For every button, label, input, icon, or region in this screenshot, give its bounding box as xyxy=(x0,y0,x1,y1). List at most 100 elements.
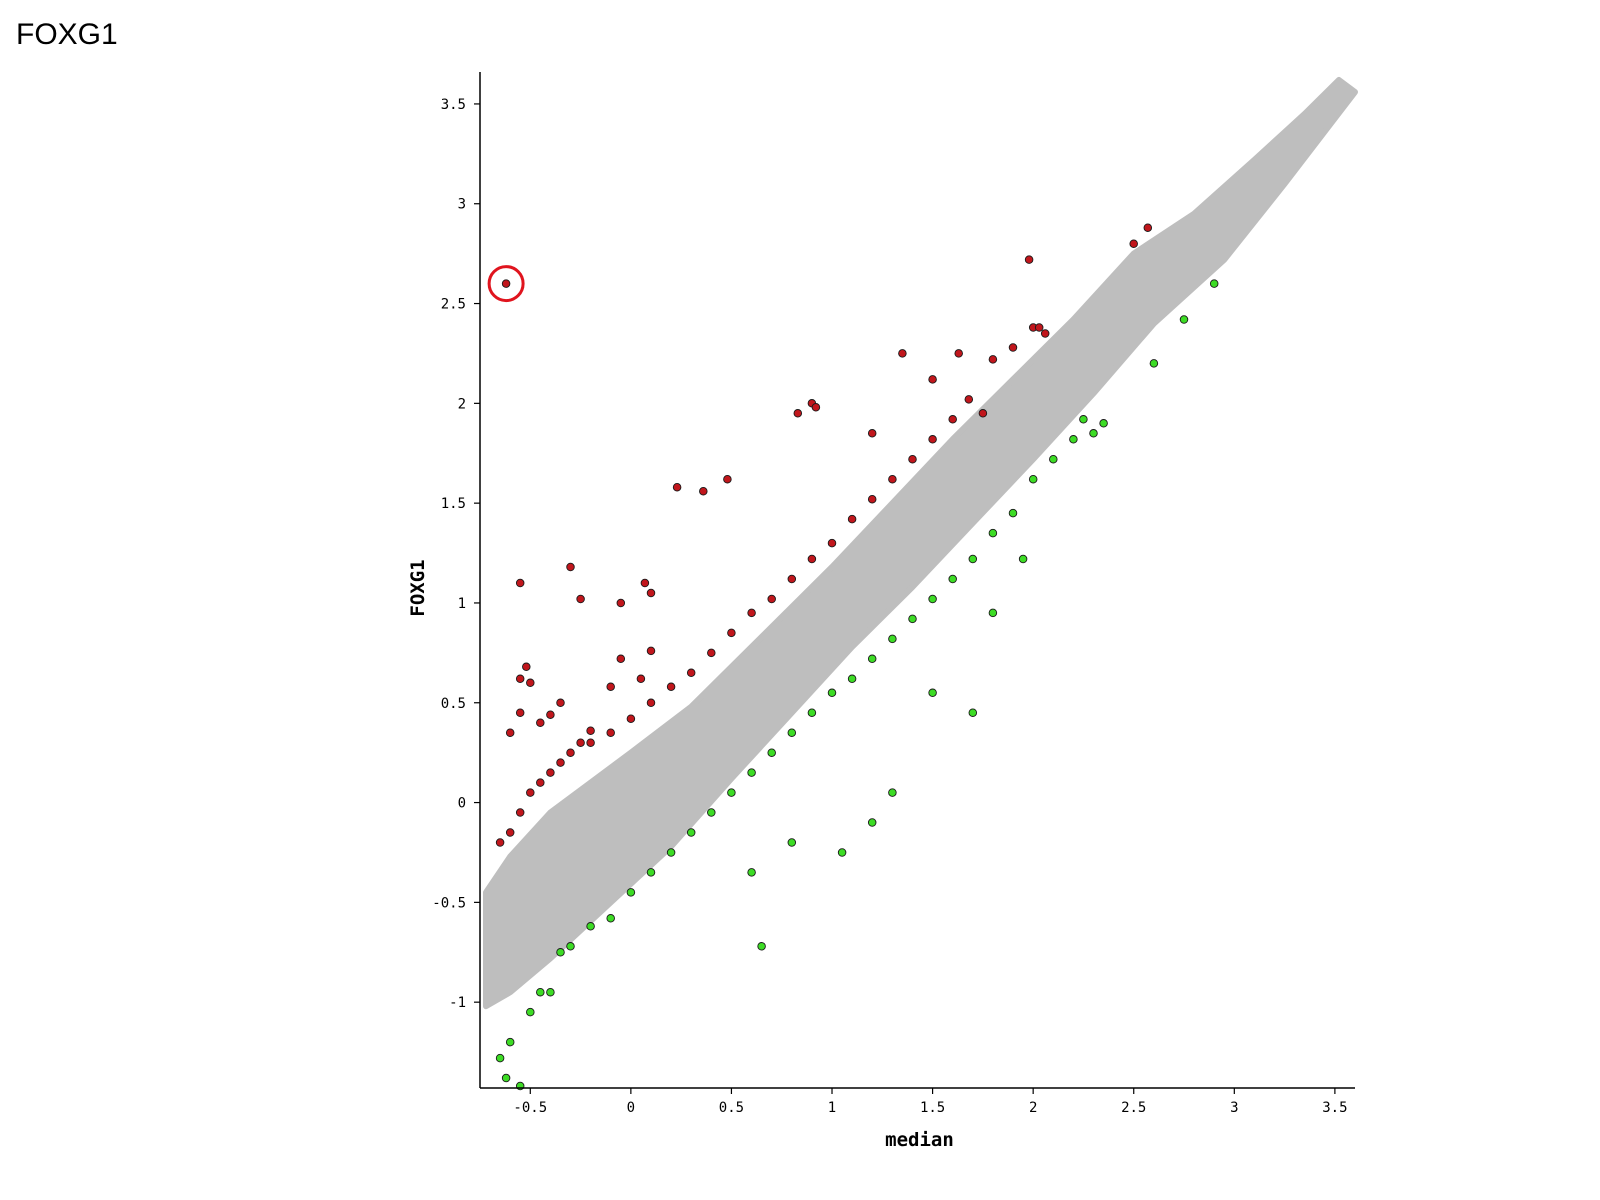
data-point xyxy=(928,688,937,698)
data-point xyxy=(536,778,545,787)
data-point xyxy=(616,654,626,664)
data-point xyxy=(807,708,817,717)
data-point xyxy=(616,598,626,608)
data-point xyxy=(556,948,565,957)
data-point xyxy=(505,728,515,737)
data-point xyxy=(767,748,776,757)
data-point xyxy=(1129,239,1138,248)
y-tick-label: 0 xyxy=(458,796,466,812)
data-point xyxy=(1008,343,1018,352)
data-point xyxy=(707,808,716,817)
y-tick-label: 2.5 xyxy=(441,297,466,313)
data-point xyxy=(566,748,575,757)
data-point xyxy=(948,415,957,424)
data-point xyxy=(556,758,565,767)
data-point xyxy=(747,608,756,618)
data-point xyxy=(964,395,974,404)
data-point xyxy=(787,838,797,847)
data-point xyxy=(515,674,525,684)
data-point xyxy=(747,868,756,877)
data-point xyxy=(787,574,797,584)
data-point xyxy=(1099,419,1108,428)
data-point xyxy=(606,728,615,737)
data-point xyxy=(928,594,937,604)
data-point xyxy=(626,888,636,897)
data-point xyxy=(536,718,545,727)
data-point xyxy=(867,654,877,664)
x-axis-title: median xyxy=(885,1129,954,1151)
data-point xyxy=(576,594,585,604)
data-point xyxy=(526,678,535,688)
data-point xyxy=(606,914,615,923)
data-point xyxy=(928,435,937,444)
data-point xyxy=(1209,279,1219,288)
data-point xyxy=(988,355,998,364)
data-point xyxy=(626,714,636,723)
data-point xyxy=(501,279,511,288)
page-title: FOXG1 xyxy=(16,18,118,51)
data-point xyxy=(546,768,555,777)
data-point xyxy=(566,942,575,951)
data-point xyxy=(495,1053,505,1063)
data-point xyxy=(501,1073,511,1083)
data-point xyxy=(1034,323,1044,332)
data-point xyxy=(978,409,988,418)
data-point xyxy=(1069,435,1078,444)
data-point xyxy=(646,646,656,656)
y-tick-label: 3 xyxy=(458,197,466,213)
data-point xyxy=(1149,359,1159,368)
data-point xyxy=(515,708,525,717)
x-tick-label: 3 xyxy=(1230,1100,1238,1116)
data-point xyxy=(837,848,847,857)
y-tick-label: 2 xyxy=(458,396,466,412)
data-point xyxy=(811,403,821,412)
data-point xyxy=(526,788,535,797)
density-band xyxy=(483,77,1358,1010)
data-point xyxy=(928,375,937,384)
y-tick-label: 1.5 xyxy=(441,496,466,512)
data-point xyxy=(968,554,978,564)
data-point xyxy=(586,738,595,747)
data-point xyxy=(787,728,797,737)
data-point xyxy=(1049,454,1058,464)
y-tick-label: 3.5 xyxy=(441,97,466,113)
x-tick-label: 0.5 xyxy=(719,1100,744,1116)
x-tick-label: 2 xyxy=(1029,1100,1037,1116)
data-point xyxy=(793,409,803,418)
x-tick-label: 1 xyxy=(828,1100,836,1116)
data-point xyxy=(988,608,998,618)
x-tick-label: -0.5 xyxy=(513,1100,547,1116)
data-point xyxy=(727,628,736,638)
data-point xyxy=(954,349,963,358)
density-band-area xyxy=(483,77,1358,1010)
annotations xyxy=(487,265,525,303)
data-point xyxy=(847,514,857,524)
axes xyxy=(479,72,1355,1089)
data-point xyxy=(723,474,732,484)
data-point xyxy=(640,578,650,588)
x-tick-label: 0 xyxy=(627,1100,635,1116)
data-point xyxy=(867,429,877,438)
data-point xyxy=(807,554,817,564)
y-tick-label: -0.5 xyxy=(432,895,466,911)
data-point xyxy=(968,708,978,717)
data-point xyxy=(606,682,615,692)
data-point xyxy=(1143,223,1153,232)
data-point xyxy=(536,987,545,997)
data-point xyxy=(505,828,515,837)
data-point xyxy=(546,987,555,997)
x-axis-ticks: -0.5 0 0.5 1 1.5 2 2.5 3 3.5 xyxy=(513,1088,1348,1116)
data-point xyxy=(586,726,595,735)
data-point xyxy=(1018,554,1028,564)
data-point xyxy=(505,1037,515,1047)
data-point xyxy=(576,738,585,747)
data-point xyxy=(495,838,505,847)
data-point xyxy=(827,538,837,548)
data-point xyxy=(666,682,676,692)
data-point xyxy=(686,828,696,837)
data-point xyxy=(1024,255,1034,264)
data-point xyxy=(546,710,555,719)
data-point xyxy=(686,668,696,678)
y-axis-ticks: -1 -0.5 0 0.5 1 1.5 2 2.5 3 3.5 xyxy=(432,97,480,1011)
